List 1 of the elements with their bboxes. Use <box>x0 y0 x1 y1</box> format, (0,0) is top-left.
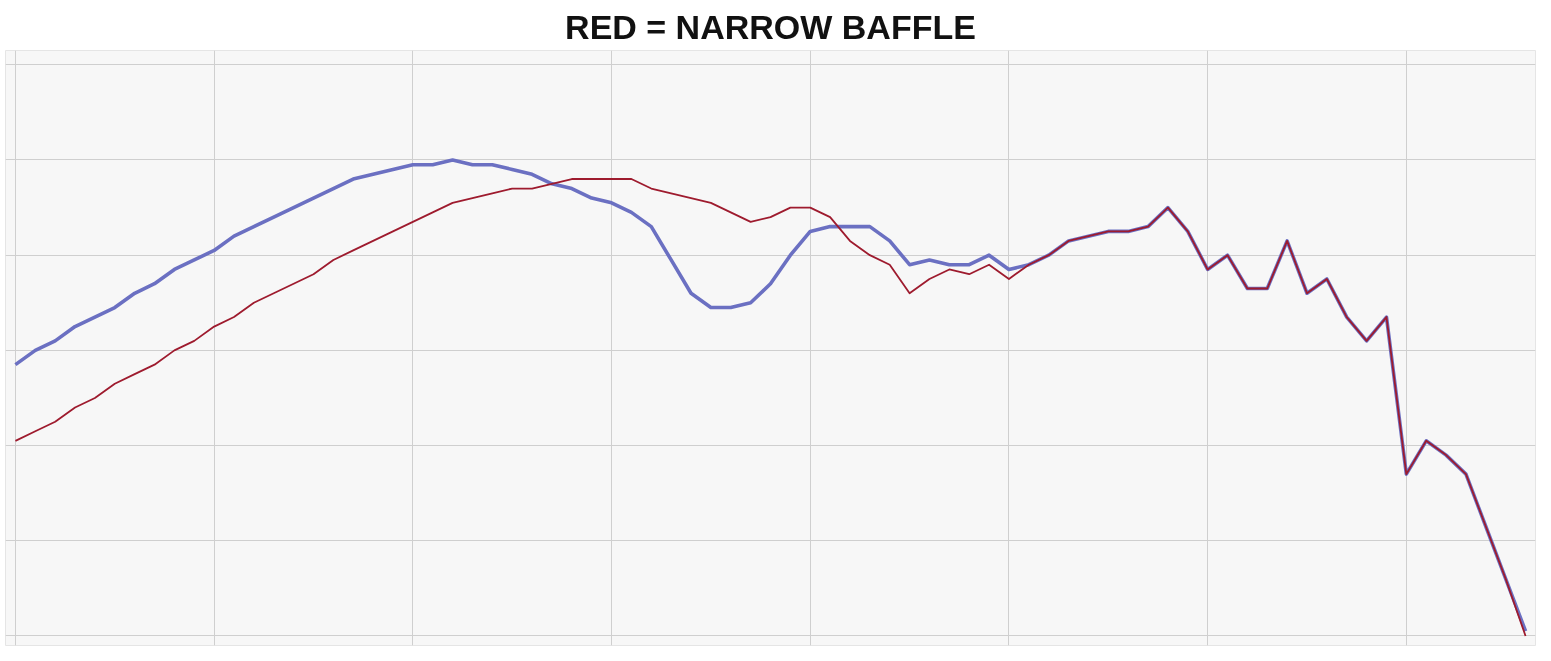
chart-title: RED = NARROW BAFFLE <box>565 7 976 46</box>
